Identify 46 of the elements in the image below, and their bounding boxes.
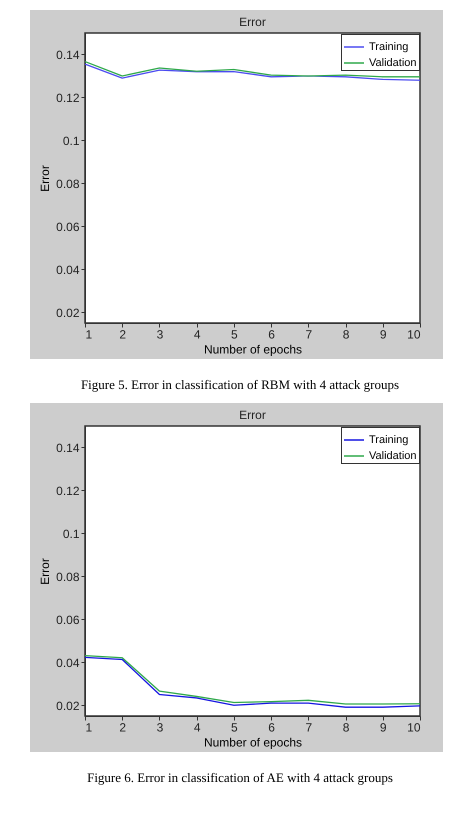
- x-tick-label: 6: [268, 720, 276, 734]
- chart-title: Error: [239, 15, 266, 29]
- x-tick-label: 7: [305, 720, 312, 734]
- x-tick-label: 2: [119, 720, 126, 734]
- y-tick-label: 0.04: [56, 656, 80, 670]
- x-axis-title: Number of epochs: [204, 342, 302, 356]
- x-tick-label: 4: [194, 720, 201, 734]
- y-tick-label: 0.04: [56, 262, 80, 277]
- y-tick-label: 0.02: [56, 698, 80, 713]
- x-tick-label: 8: [342, 328, 350, 342]
- y-tick-label: 0.14: [56, 48, 80, 62]
- x-tick-label: 10: [407, 328, 421, 342]
- legend-label: Validation: [369, 450, 416, 462]
- y-tick-label: 0.02: [56, 306, 80, 320]
- x-tick-label: 2: [119, 328, 126, 342]
- x-tick-label: 1: [86, 720, 92, 734]
- x-tick-label: 10: [407, 720, 421, 734]
- legend-label: Training: [369, 434, 408, 446]
- x-tick-label: 3: [156, 328, 164, 342]
- x-tick-label: 3: [156, 720, 164, 734]
- y-tick-label: 0.08: [56, 176, 80, 191]
- x-axis-title: Number of epochs: [204, 736, 302, 750]
- x-tick-label: 5: [231, 328, 238, 342]
- x-tick-label: 5: [231, 720, 238, 734]
- x-tick-label: 6: [268, 328, 276, 342]
- caption: Figure 5. Error in classification of RBM with 4 attack groups: [80, 377, 400, 393]
- y-tick-label: 0.08: [56, 570, 80, 584]
- y-tick-label: 0.1: [62, 134, 80, 148]
- x-tick-label: 7: [305, 328, 312, 342]
- y-tick-label: 0.06: [56, 612, 80, 627]
- y-tick-label: 0.12: [56, 484, 80, 498]
- x-tick-label: 9: [380, 328, 387, 342]
- legend-label: Training: [369, 41, 408, 53]
- y-tick-label: 0.06: [56, 220, 80, 234]
- y-axis-title: Error: [38, 165, 52, 192]
- y-axis-title: Error: [38, 558, 52, 585]
- y-tick-label: 0.12: [56, 90, 80, 105]
- caption: Figure 6. Error in classification of AE with 4 attack groups: [86, 770, 394, 786]
- x-tick-label: 1: [86, 328, 92, 342]
- y-tick-label: 0.14: [56, 440, 80, 455]
- x-tick-label: 9: [380, 720, 387, 734]
- chart-title: Error: [239, 408, 266, 422]
- x-tick-label: 4: [194, 328, 201, 342]
- x-tick-label: 8: [342, 720, 350, 734]
- y-tick-label: 0.1: [62, 526, 80, 541]
- legend-label: Validation: [369, 57, 416, 69]
